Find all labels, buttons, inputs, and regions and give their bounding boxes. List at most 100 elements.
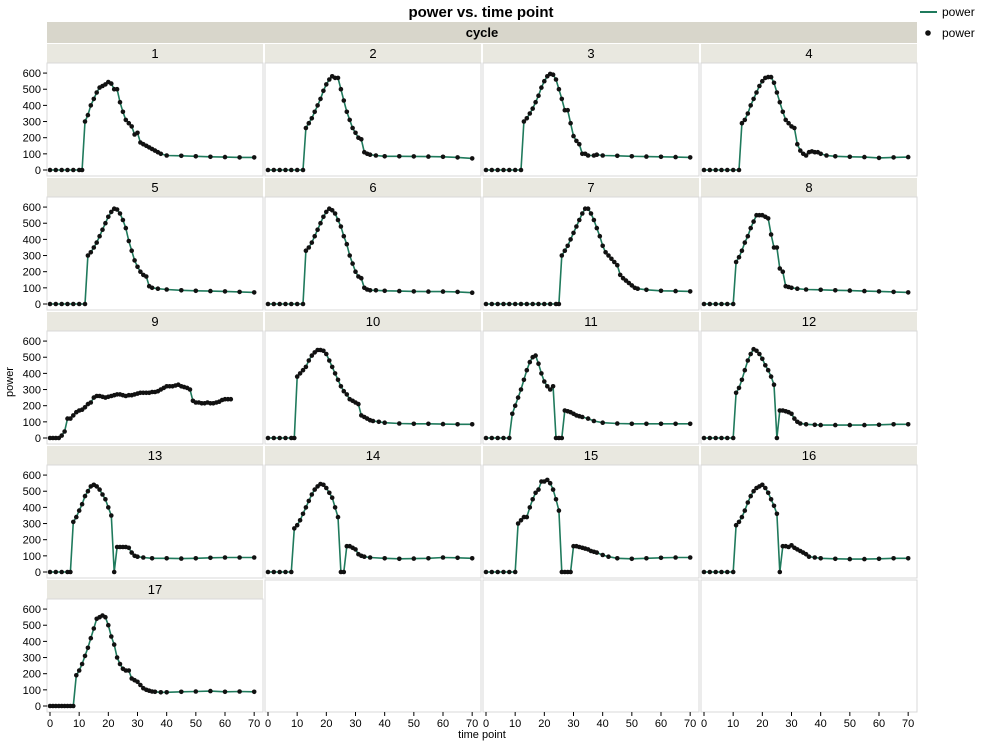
y-tick-label: 400 <box>23 100 41 112</box>
y-tick-label: 100 <box>23 685 41 697</box>
x-tick-label: 40 <box>597 718 609 730</box>
data-point <box>149 285 155 291</box>
data-point <box>533 99 538 105</box>
data-point <box>106 505 111 510</box>
panel-cycle-17: 17 0 100 200 300 400 500 600 <box>23 580 264 713</box>
data-point <box>524 514 530 520</box>
data-point <box>251 689 257 695</box>
data-point <box>818 287 823 293</box>
data-point <box>600 243 605 249</box>
data-point <box>533 490 538 496</box>
data-point <box>341 98 347 103</box>
data-point <box>547 301 553 307</box>
data-point <box>580 414 585 420</box>
x-tick-label: 0 <box>265 718 271 730</box>
data-point <box>833 556 838 562</box>
panel-strip-label: 11 <box>584 314 598 329</box>
data-point <box>71 413 76 418</box>
data-point <box>359 275 364 281</box>
data-point <box>862 154 867 160</box>
data-point <box>547 480 553 486</box>
data-point <box>300 511 306 517</box>
data-point <box>530 106 535 111</box>
data-point <box>193 154 199 159</box>
y-tick-label: 0 <box>35 299 41 311</box>
data-point <box>382 420 388 426</box>
data-point <box>876 556 882 562</box>
data-point <box>745 111 751 116</box>
data-point <box>265 569 271 575</box>
data-point <box>344 109 350 115</box>
x-tick-label: 60 <box>437 718 449 730</box>
data-point <box>568 120 573 126</box>
data-point <box>53 167 59 173</box>
data-point <box>324 485 329 491</box>
data-point <box>120 217 126 223</box>
data-point <box>138 269 143 275</box>
y-tick-label: 500 <box>23 486 41 498</box>
data-point <box>103 614 108 620</box>
data-point <box>774 90 780 95</box>
data-point <box>725 569 730 575</box>
data-point <box>306 498 312 504</box>
data-point <box>518 387 524 392</box>
data-point <box>123 117 129 123</box>
data-point <box>745 233 751 239</box>
x-tick-label: 0 <box>701 718 707 730</box>
data-point <box>547 387 553 392</box>
data-point <box>179 556 184 561</box>
data-point <box>76 668 82 673</box>
data-point <box>222 555 228 560</box>
data-point <box>600 153 605 158</box>
data-point <box>222 154 228 160</box>
data-point <box>891 155 896 160</box>
data-point <box>373 288 379 293</box>
panel-strip <box>483 312 699 331</box>
data-point <box>373 153 379 158</box>
data-point <box>100 492 105 497</box>
data-point <box>768 497 774 502</box>
y-tick-label: 400 <box>23 502 41 514</box>
data-point <box>518 167 524 173</box>
y-axis-title: power <box>4 367 16 397</box>
data-point <box>789 411 794 417</box>
data-point <box>733 522 739 528</box>
data-point <box>768 74 774 80</box>
y-tick-label: 400 <box>23 636 41 648</box>
data-point <box>524 116 530 121</box>
data-point <box>644 421 649 427</box>
data-point <box>594 152 600 157</box>
data-point <box>765 367 771 373</box>
data-point <box>164 287 169 292</box>
x-tick-label: 50 <box>408 718 420 730</box>
x-tick-label: 50 <box>190 718 202 730</box>
data-point <box>91 245 97 250</box>
panel-strip <box>483 44 699 63</box>
data-point <box>62 429 67 434</box>
data-point <box>91 626 97 631</box>
data-point <box>489 435 495 441</box>
data-point <box>370 418 376 424</box>
panel-strip-label: 13 <box>148 448 162 463</box>
data-point <box>237 289 242 295</box>
data-point <box>88 250 94 255</box>
data-point <box>65 301 70 307</box>
data-point <box>277 435 283 441</box>
data-point <box>469 156 475 161</box>
data-point <box>585 206 591 211</box>
data-point <box>658 154 664 160</box>
data-point <box>585 153 591 158</box>
data-point <box>187 387 193 392</box>
data-point <box>100 227 105 232</box>
panel-cycle-4: 4 <box>700 44 918 177</box>
data-point <box>367 288 373 293</box>
panel-cycle-13: 13 0 100 200 300 400 500 600 <box>23 446 264 579</box>
data-point <box>321 88 326 94</box>
data-point <box>617 272 623 278</box>
panel-cycle-15: 15 <box>482 446 700 579</box>
data-point <box>97 487 102 492</box>
data-point <box>891 556 896 561</box>
data-point <box>338 384 344 389</box>
data-point <box>74 514 79 520</box>
data-point <box>577 141 582 147</box>
